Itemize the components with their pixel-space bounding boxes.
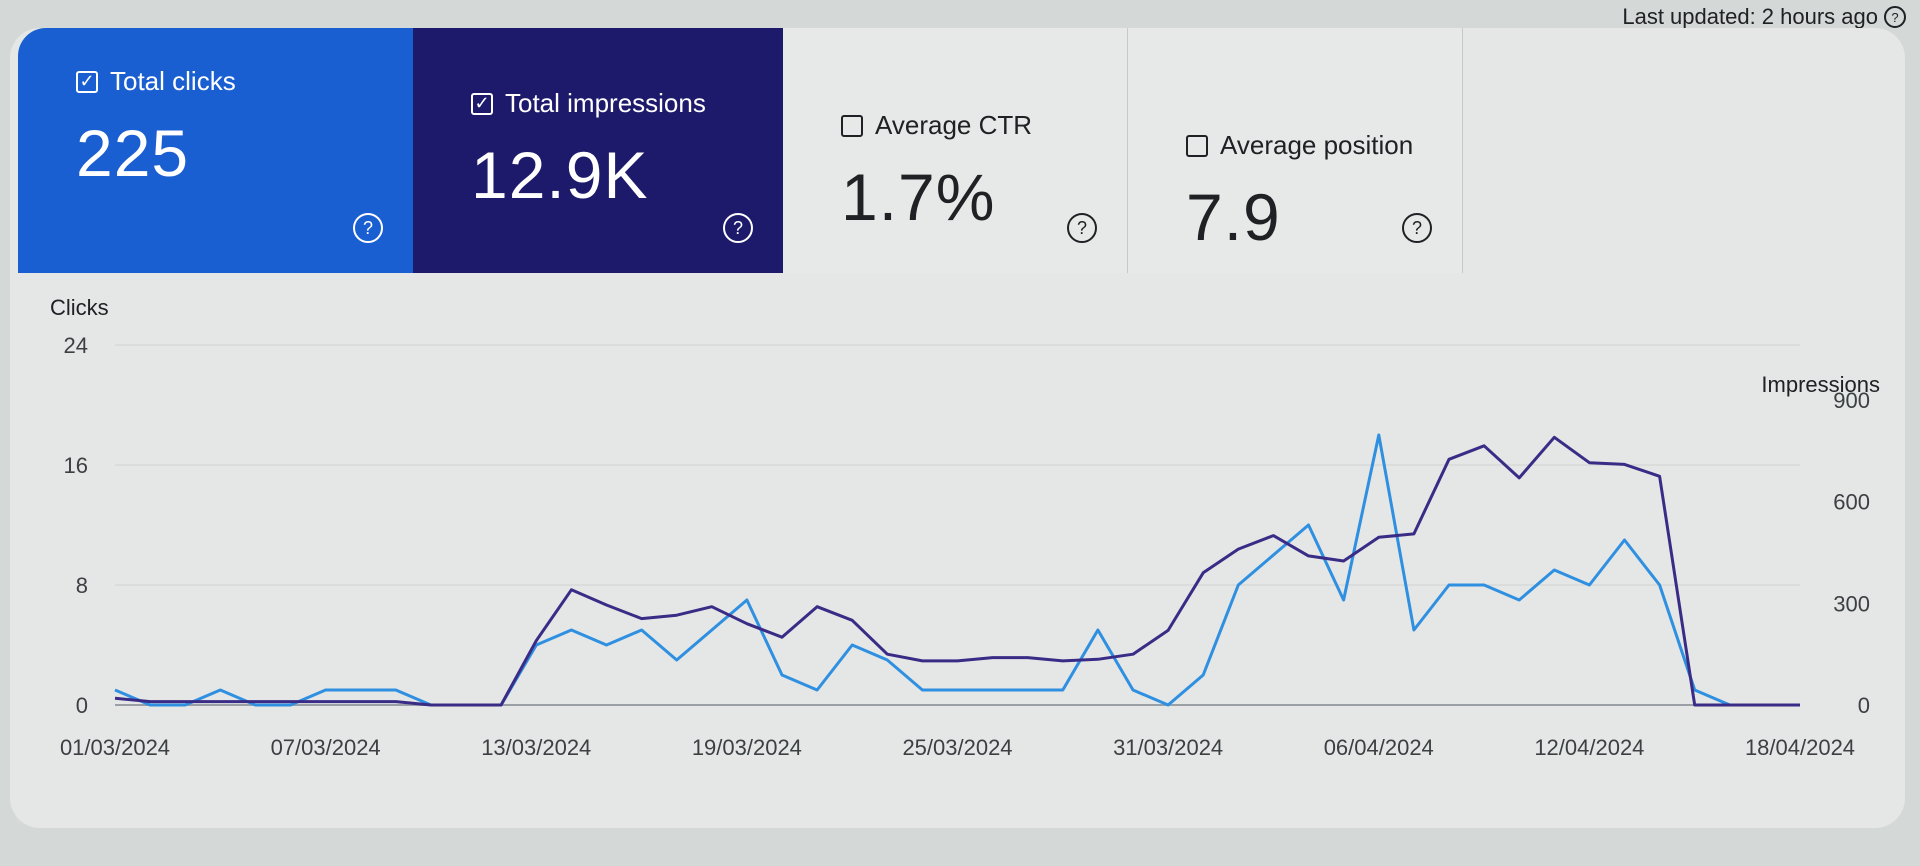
y-right-tick-label: 0 bbox=[1858, 693, 1870, 718]
chart-series bbox=[114, 433, 1800, 707]
y-axis-left-title: Clicks bbox=[50, 295, 109, 320]
help-icon[interactable]: ? bbox=[353, 213, 383, 243]
series-line-clicks bbox=[114, 433, 1800, 707]
metric-label: Average CTR bbox=[875, 110, 1033, 140]
x-tick-label: 31/03/2024 bbox=[1113, 735, 1223, 760]
metric-card-total-impressions[interactable]: ✓ Total impressions 12.9K ? bbox=[413, 28, 783, 273]
checkbox-unchecked-icon[interactable] bbox=[1186, 134, 1208, 157]
metric-label: Total clicks bbox=[110, 66, 236, 96]
metric-cards: ✓ Total clicks 225 ? ✓ Total impressions… bbox=[18, 28, 1463, 278]
metric-card-average-ctr[interactable]: Average CTR 1.7% ? bbox=[783, 28, 1128, 273]
metric-value: 7.9 bbox=[1186, 180, 1281, 254]
chart-grid bbox=[115, 344, 1800, 706]
metric-card-average-position[interactable]: Average position 7.9 ? bbox=[1128, 28, 1463, 273]
x-tick-label: 13/03/2024 bbox=[481, 735, 591, 760]
metric-value: 225 bbox=[76, 116, 190, 190]
y-axis-right-title: Impressions bbox=[1761, 372, 1880, 397]
last-updated-info: Last updated: 2 hours ago ? bbox=[1622, 4, 1906, 30]
y-axis-right-ticks: 0 300 600 900 bbox=[1833, 388, 1870, 718]
y-right-tick-label: 600 bbox=[1833, 490, 1870, 515]
help-icon[interactable]: ? bbox=[1402, 213, 1432, 243]
metric-label: Average position bbox=[1220, 130, 1414, 160]
checkbox-checked-icon[interactable]: ✓ bbox=[76, 70, 98, 93]
series-line-impressions bbox=[114, 435, 1800, 707]
x-tick-label: 07/03/2024 bbox=[271, 735, 381, 760]
metric-label: Total impressions bbox=[505, 88, 706, 118]
y-right-tick-label: 900 bbox=[1833, 388, 1870, 413]
performance-chart: Clicks Impressions 0 8 16 24 0 300 600 900 01/… bbox=[50, 295, 1880, 760]
x-axis-ticks: 01/03/2024 07/03/2024 13/03/2024 19/03/2024… bbox=[60, 735, 1855, 760]
x-tick-label: 12/04/2024 bbox=[1534, 735, 1644, 760]
checkbox-unchecked-icon[interactable] bbox=[841, 114, 863, 137]
y-axis-left-ticks: 0 8 16 24 bbox=[64, 333, 88, 718]
y-left-tick-label: 16 bbox=[64, 453, 88, 478]
x-tick-label: 19/03/2024 bbox=[692, 735, 802, 760]
metric-value: 1.7% bbox=[841, 160, 996, 234]
help-icon[interactable]: ? bbox=[723, 213, 753, 243]
x-tick-label: 01/03/2024 bbox=[60, 735, 170, 760]
metric-value: 12.9K bbox=[471, 138, 649, 212]
x-tick-label: 25/03/2024 bbox=[902, 735, 1012, 760]
y-left-tick-label: 0 bbox=[76, 693, 88, 718]
help-icon[interactable]: ? bbox=[1884, 6, 1906, 28]
y-left-tick-label: 24 bbox=[64, 333, 88, 358]
checkbox-checked-icon[interactable]: ✓ bbox=[471, 92, 493, 115]
y-right-tick-label: 300 bbox=[1833, 591, 1870, 616]
y-left-tick-label: 8 bbox=[76, 573, 88, 598]
x-tick-label: 18/04/2024 bbox=[1745, 735, 1855, 760]
help-icon[interactable]: ? bbox=[1067, 213, 1097, 243]
metric-card-total-clicks[interactable]: ✓ Total clicks 225 ? bbox=[18, 28, 413, 273]
last-updated-text: Last updated: 2 hours ago bbox=[1622, 4, 1878, 29]
x-tick-label: 06/04/2024 bbox=[1324, 735, 1434, 760]
